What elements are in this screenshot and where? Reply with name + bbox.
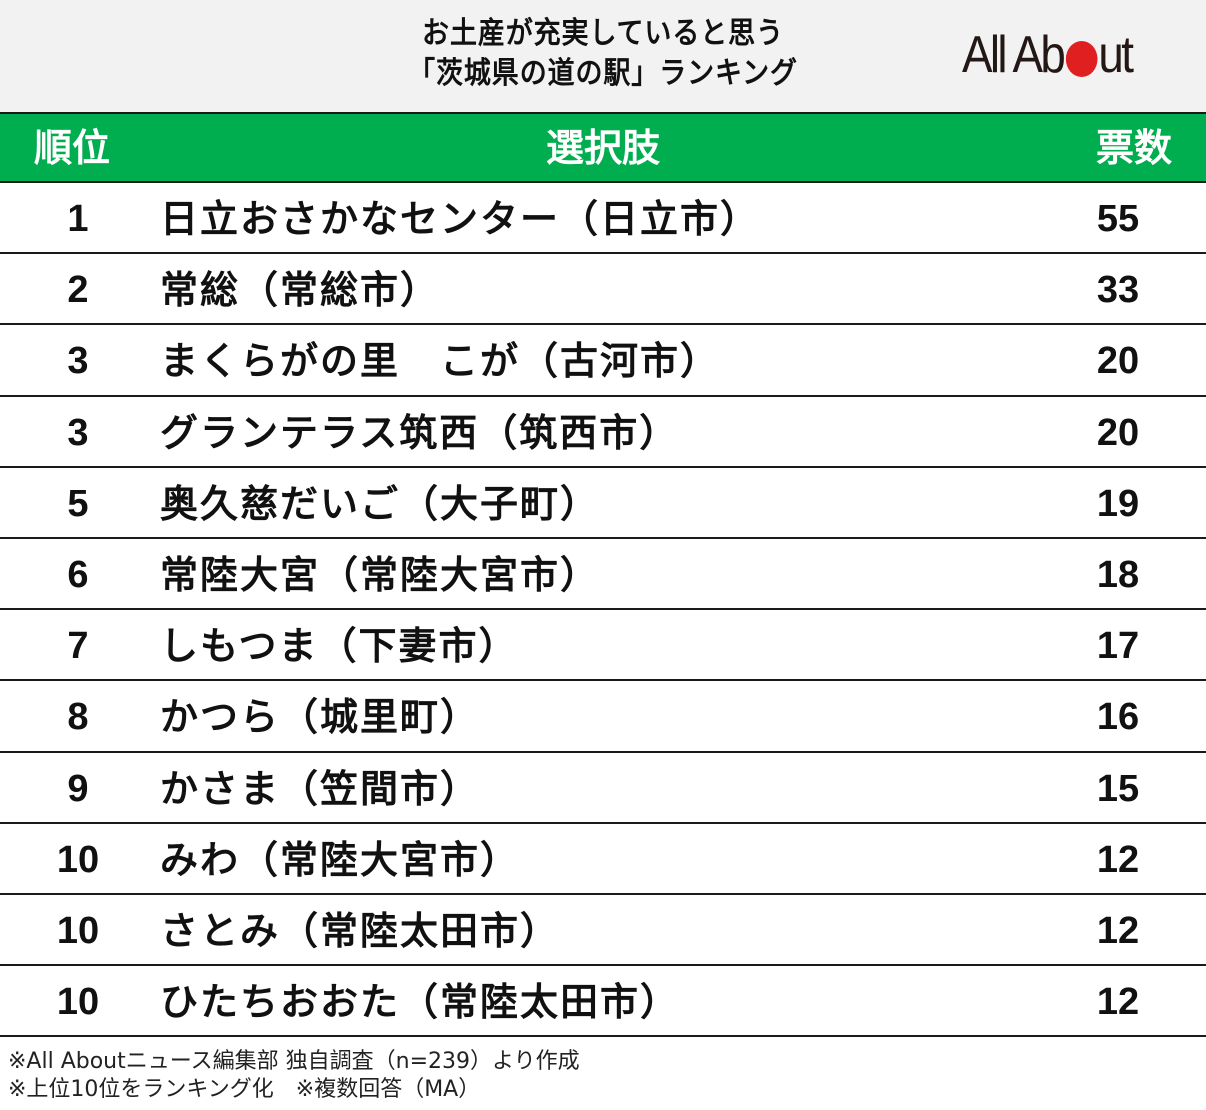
table-row: 10 ひたちおおた（常陸太田市） 12 xyxy=(0,966,1206,1038)
rank-cell: 1 xyxy=(67,198,89,240)
rank-cell: 10 xyxy=(56,981,100,1024)
votes-cell: 55 xyxy=(1096,198,1140,240)
allabout-logo: All Ab ut xyxy=(962,26,1134,84)
table-row: 1 日立おさかなセンター（日立市） 55 xyxy=(0,183,1206,255)
rank-cell: 8 xyxy=(67,696,89,739)
header-votes: 票数 xyxy=(1095,126,1172,170)
votes-cell: 16 xyxy=(1096,696,1140,739)
votes-cell: 33 xyxy=(1096,269,1140,312)
votes-cell: 20 xyxy=(1096,411,1140,454)
header-choice: 選択肢 xyxy=(545,126,660,170)
name-cell: 奥久慈だいご（大子町） xyxy=(160,481,601,526)
logo-text-before: All Ab xyxy=(962,26,1066,84)
logo-red-dot-icon xyxy=(1065,41,1098,77)
rank-cell: 9 xyxy=(67,767,89,810)
table-row: 9 かさま（笠間市） 15 xyxy=(0,753,1206,824)
name-cell: かつら（城里町） xyxy=(160,695,481,740)
table-row: 10 さとみ（常陸太田市） 12 xyxy=(0,895,1206,967)
header-rank: 順位 xyxy=(34,126,111,170)
votes-cell: 20 xyxy=(1096,340,1140,383)
table-row: 2 常総（常総市） 33 xyxy=(0,254,1206,326)
votes-cell: 19 xyxy=(1096,482,1140,525)
table-row: 7 しもつま（下妻市） 17 xyxy=(0,610,1206,682)
table-row: 10 みわ（常陸大宮市） 12 xyxy=(0,824,1206,895)
table-row: 8 かつら（城里町） 16 xyxy=(0,681,1206,753)
name-cell: グランテラス筑西（筑西市） xyxy=(160,410,680,455)
votes-cell: 17 xyxy=(1096,625,1140,668)
votes-cell: 15 xyxy=(1096,767,1140,810)
rank-cell: 3 xyxy=(67,340,89,383)
footnote-source: ※All Aboutニュース編集部 独自調査（n=239）より作成 xyxy=(8,1049,580,1074)
title-line-1: お土産が充実していると思う xyxy=(422,16,784,51)
chart-title: お土産が充実していると思う 「茨城県の道の駅」ランキング xyxy=(0,14,1206,94)
title-band: お土産が充実していると思う 「茨城県の道の駅」ランキング All Ab ut xyxy=(0,0,1206,112)
footnotes: ※All Aboutニュース編集部 独自調査（n=239）より作成 ※上位10位… xyxy=(8,1048,580,1104)
name-cell: さとみ（常陸太田市） xyxy=(160,908,561,953)
votes-cell: 18 xyxy=(1096,553,1140,596)
title-line-2: 「茨城県の道の駅」ランキング xyxy=(408,56,798,91)
name-cell: 日立おさかなセンター（日立市） xyxy=(160,197,761,241)
rank-cell: 10 xyxy=(56,838,100,881)
rank-cell: 7 xyxy=(67,625,89,668)
table-header: 順位 選択肢 票数 xyxy=(0,112,1206,183)
ranking-table-body: 1 日立おさかなセンター（日立市） 55 2 常総（常総市） 33 3 まくらが… xyxy=(0,183,1206,1038)
name-cell: まくらがの里 こが（古河市） xyxy=(160,339,721,384)
votes-cell: 12 xyxy=(1096,838,1140,881)
logo-text-after: ut xyxy=(1098,26,1134,84)
table-row: 6 常陸大宮（常陸大宮市） 18 xyxy=(0,539,1206,611)
name-cell: みわ（常陸大宮市） xyxy=(160,837,521,882)
table-row: 5 奥久慈だいご（大子町） 19 xyxy=(0,468,1206,539)
name-cell: ひたちおおた（常陸太田市） xyxy=(160,980,681,1025)
name-cell: 常陸大宮（常陸大宮市） xyxy=(160,552,601,597)
name-cell: しもつま（下妻市） xyxy=(160,624,519,669)
rank-cell: 10 xyxy=(56,909,100,952)
rank-cell: 6 xyxy=(67,553,89,596)
name-cell: 常総（常総市） xyxy=(160,268,441,313)
rank-cell: 5 xyxy=(67,482,89,525)
footnote-method: ※上位10位をランキング化 ※複数回答（MA） xyxy=(8,1077,481,1102)
name-cell: かさま（笠間市） xyxy=(160,766,481,811)
table-row: 3 まくらがの里 こが（古河市） 20 xyxy=(0,325,1206,397)
votes-cell: 12 xyxy=(1096,909,1140,952)
votes-cell: 12 xyxy=(1096,981,1140,1024)
table-row: 3 グランテラス筑西（筑西市） 20 xyxy=(0,397,1206,468)
rank-cell: 2 xyxy=(67,269,89,312)
rank-cell: 3 xyxy=(67,411,89,454)
